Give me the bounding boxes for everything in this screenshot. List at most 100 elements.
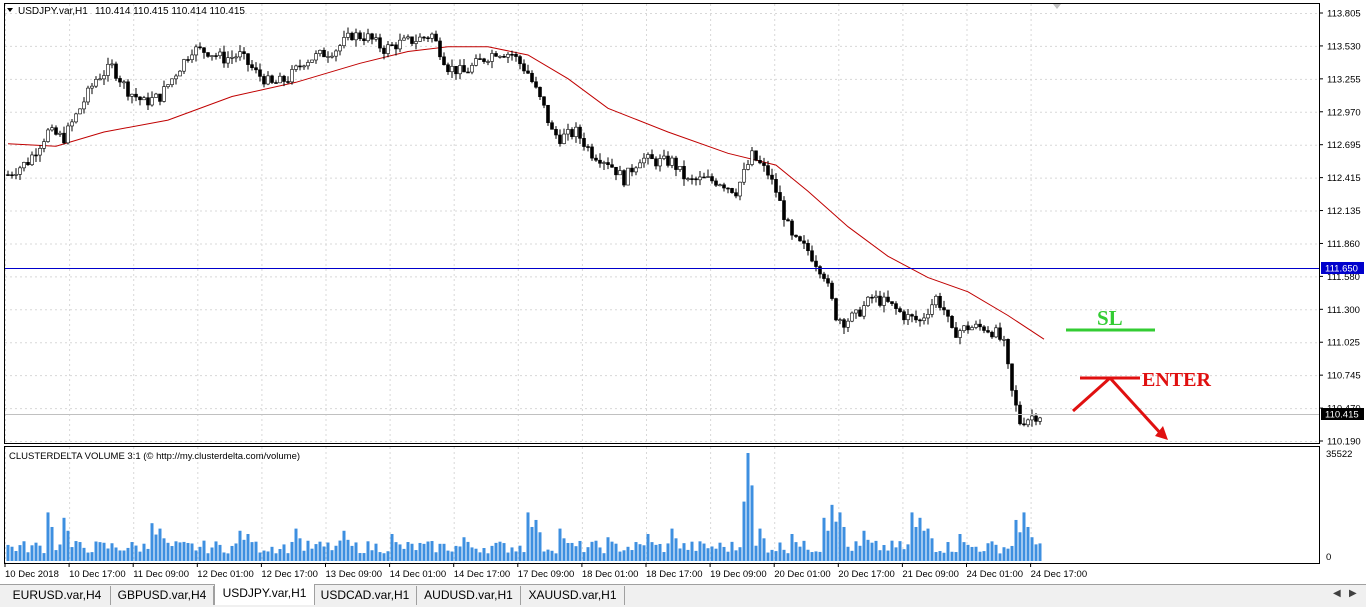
candle-body	[946, 309, 950, 317]
chart-shift-icon[interactable]	[1053, 4, 1061, 9]
volume-bar	[550, 550, 554, 561]
volume-bar	[322, 546, 326, 561]
candle-body	[210, 55, 214, 57]
volume-bar	[830, 504, 834, 561]
volume-bar	[310, 548, 314, 561]
volume-bar	[246, 534, 250, 561]
candle-body	[602, 162, 606, 164]
main-chart-frame[interactable]	[4, 3, 1320, 444]
candle-body	[1022, 423, 1026, 426]
volume-bar	[90, 552, 94, 561]
candle-body	[986, 330, 990, 333]
volume-bar	[1006, 548, 1010, 561]
chart-tab[interactable]: USDJPY.var,H1	[214, 584, 315, 605]
volume-bar	[734, 550, 738, 561]
current-price-label: 110.415	[1325, 410, 1359, 421]
candle-body	[762, 162, 766, 166]
candle-body	[474, 58, 478, 66]
volume-bar	[534, 519, 538, 561]
chart-tab[interactable]: XAUUSD.var,H1	[521, 586, 625, 605]
volume-bar	[226, 553, 230, 561]
candle-body	[262, 76, 266, 85]
candle-body	[714, 180, 718, 186]
volume-bar	[102, 542, 106, 561]
volume-bar	[306, 540, 310, 561]
volume-bar	[146, 548, 150, 561]
volume-bar	[118, 550, 122, 561]
candle-body	[990, 331, 994, 338]
candle-body	[426, 37, 430, 40]
volume-bar	[602, 553, 606, 561]
candle-body	[998, 327, 1002, 340]
candle-body	[302, 65, 306, 68]
volume-bar	[110, 543, 114, 561]
volume-bar	[1034, 544, 1038, 561]
candle-body	[134, 93, 138, 98]
volume-bar	[446, 550, 450, 561]
candle-body	[994, 327, 998, 338]
chart-menu-icon[interactable]	[7, 8, 13, 12]
volume-bar	[434, 552, 438, 561]
volume-bar	[526, 512, 530, 561]
candle-body	[1030, 415, 1034, 421]
candle-body	[850, 312, 854, 322]
time-tick-label: 21 Dec 09:00	[902, 569, 959, 580]
volume-bar	[806, 549, 810, 561]
candle-body	[794, 234, 798, 237]
volume-bar	[934, 552, 938, 561]
time-axis[interactable]: 10 Dec 2018 10 Dec 17:00 11 Dec 09:00 12 De…	[4, 563, 1088, 580]
enter-arrow[interactable]	[1072, 376, 1165, 438]
candle-body	[646, 154, 650, 159]
volume-bar	[134, 545, 138, 561]
candle-body	[726, 187, 730, 190]
candle-body	[586, 146, 590, 148]
candle-body	[270, 75, 274, 83]
candle-body	[290, 69, 294, 83]
volume-bar	[902, 549, 906, 561]
indicator-frame[interactable]	[4, 446, 1320, 564]
chart-tab[interactable]: AUDUSD.var,H1	[417, 586, 521, 605]
volume-bar	[470, 547, 474, 561]
volume-bar	[326, 542, 330, 561]
candle-body	[702, 176, 706, 179]
candle-body	[926, 314, 930, 319]
time-tick-label: 20 Dec 01:00	[774, 569, 831, 580]
chart-tab[interactable]: GBPUSD.var,H4	[111, 586, 214, 605]
candle-body	[370, 33, 374, 40]
candle-body	[362, 38, 366, 42]
candle-body	[934, 295, 938, 306]
candle-body	[398, 39, 402, 50]
volume-bar	[374, 543, 378, 561]
candle-body	[122, 81, 126, 84]
volume-bar	[426, 541, 430, 561]
tab-scroll-left-icon[interactable]: ◀	[1333, 588, 1341, 599]
candle-body	[842, 319, 846, 328]
candle-body	[250, 64, 254, 68]
tab-scroll-right-icon[interactable]: ▶	[1349, 588, 1357, 599]
volume-bar	[302, 550, 306, 561]
volume-bar	[158, 528, 162, 561]
time-tick-label: 24 Dec 17:00	[1031, 569, 1088, 580]
candle-body	[670, 157, 674, 166]
candle-body	[258, 69, 262, 77]
candle-body	[658, 158, 662, 167]
volume-bar	[338, 540, 342, 561]
candle-body	[806, 243, 810, 252]
chart-tab[interactable]: EURUSD.var,H4	[4, 586, 111, 605]
volume-bar	[750, 485, 754, 561]
candle-body	[138, 96, 142, 101]
candle-body	[578, 126, 582, 139]
candle-body	[150, 97, 154, 106]
volume-bar	[98, 542, 102, 561]
candle-body	[206, 52, 210, 57]
chart-canvas[interactable]: SL ENTER USDJPY.var,H1 110.414 110.415 1…	[0, 0, 1366, 584]
candle-body	[158, 93, 162, 102]
candle-body	[970, 327, 974, 331]
volume-bar	[998, 553, 1002, 561]
volume-bar	[466, 541, 470, 561]
volume-bar	[890, 540, 894, 561]
chart-tab[interactable]: USDCAD.var,H1	[314, 586, 417, 605]
price-axis[interactable]: 113.805 113.530 113.255 112.970 112.695 112.4…	[1319, 9, 1361, 448]
candle-body	[510, 53, 514, 56]
